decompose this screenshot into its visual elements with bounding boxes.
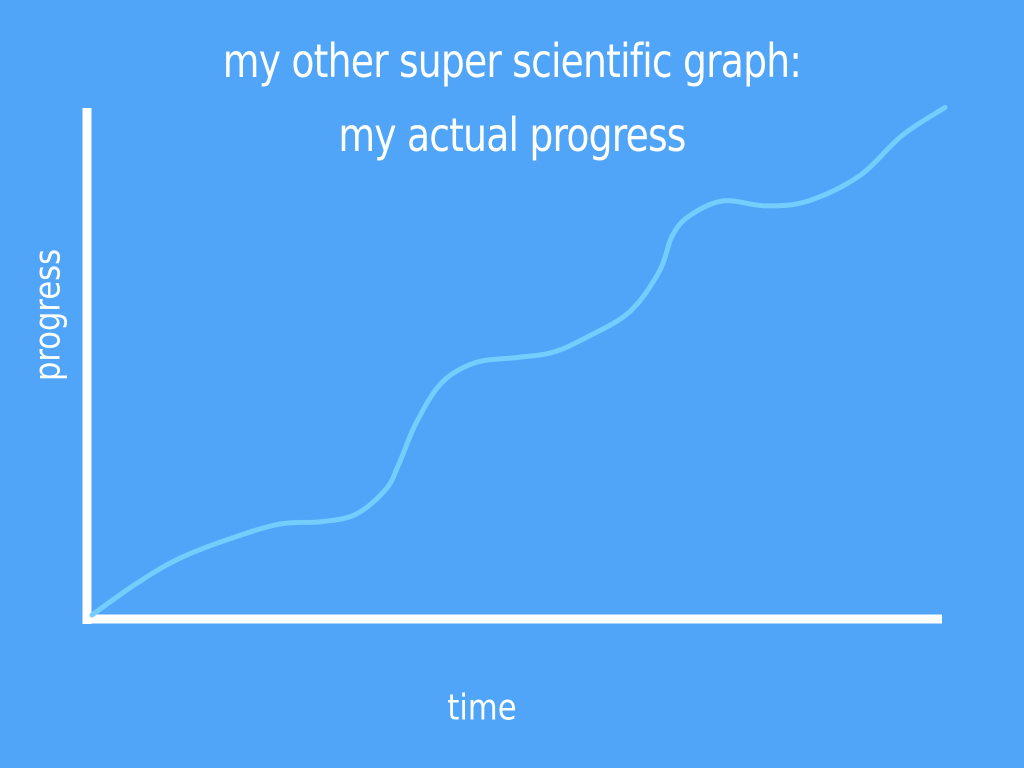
- chart-title-line-1: my other super scientific graph:: [222, 34, 802, 88]
- chart-title-line-2: my actual progress: [338, 108, 686, 162]
- progress-curve: [89, 105, 948, 618]
- x-axis-label: time: [447, 687, 517, 729]
